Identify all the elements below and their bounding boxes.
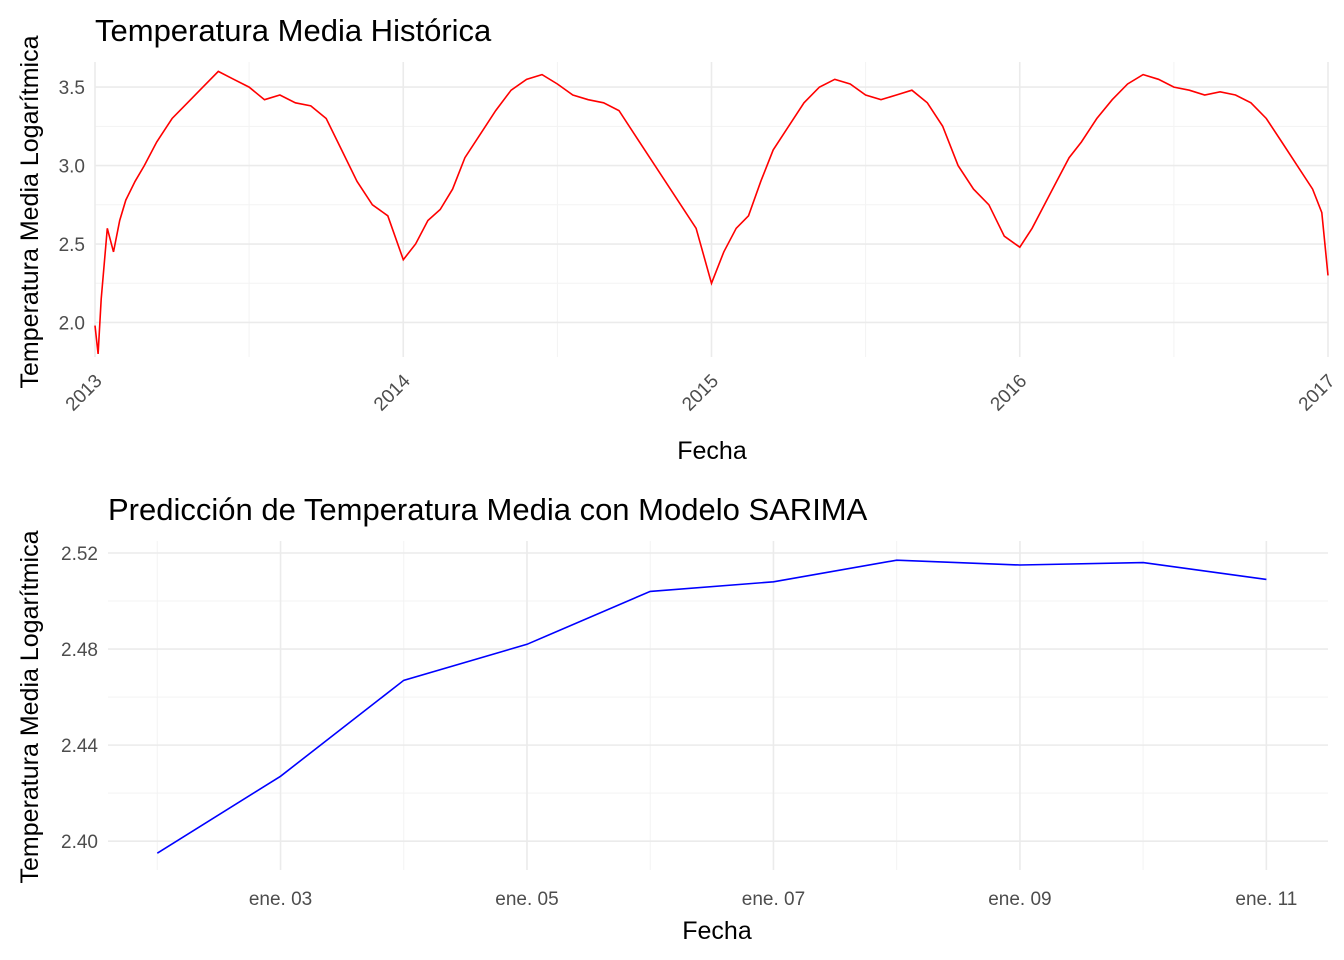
y-tick-label: 2.40 (61, 832, 98, 853)
x-tick-label: 2017 (1295, 371, 1340, 416)
x-tick-label: 2016 (987, 371, 1032, 416)
y-tick-label: 3.5 (59, 78, 85, 99)
x-tick-label: ene. 07 (742, 889, 805, 910)
historical-chart: Temperatura Media Histórica 2.0 2.5 3.0 3.5… (16, 13, 1340, 465)
x-tick-label: 2013 (62, 371, 107, 416)
forecast-y-axis-title: Temperatura Media Logarítmica (16, 530, 44, 883)
y-tick-label: 2.52 (61, 544, 98, 565)
forecast-chart: Predicción de Temperatura Media con Mode… (16, 492, 1328, 945)
forecast-series-line (156, 559, 1267, 854)
forecast-grid (108, 541, 1328, 870)
y-tick-label: 2.0 (59, 313, 85, 334)
x-tick-label: 2014 (370, 370, 415, 415)
x-tick-label: ene. 11 (1235, 889, 1297, 910)
y-tick-label: 2.5 (59, 235, 85, 256)
historical-chart-title: Temperatura Media Histórica (95, 13, 492, 48)
x-tick-label: ene. 09 (988, 889, 1051, 910)
y-tick-label: 2.44 (61, 736, 98, 757)
x-tick-label: ene. 05 (495, 889, 558, 910)
y-tick-label: 2.48 (61, 640, 98, 661)
historical-y-axis-title: Temperatura Media Logarítmica (16, 35, 44, 388)
forecast-x-ticks: ene. 03 ene. 05 ene. 07 ene. 09 ene. 11 (249, 889, 1298, 910)
historical-series-line (94, 70, 1329, 354)
historical-y-ticks: 2.0 2.5 3.0 3.5 (59, 78, 85, 334)
historical-x-axis-title: Fecha (677, 437, 747, 465)
forecast-chart-title: Predicción de Temperatura Media con Mode… (108, 492, 868, 527)
forecast-x-axis-title: Fecha (682, 917, 752, 945)
y-tick-label: 3.0 (59, 157, 85, 178)
historical-x-ticks: 2013 2014 2015 2016 2017 (62, 370, 1340, 415)
x-tick-label: ene. 03 (249, 889, 312, 910)
forecast-y-ticks: 2.40 2.44 2.48 2.52 (61, 544, 98, 853)
x-tick-label: 2015 (678, 371, 723, 416)
historical-grid (94, 62, 1329, 357)
